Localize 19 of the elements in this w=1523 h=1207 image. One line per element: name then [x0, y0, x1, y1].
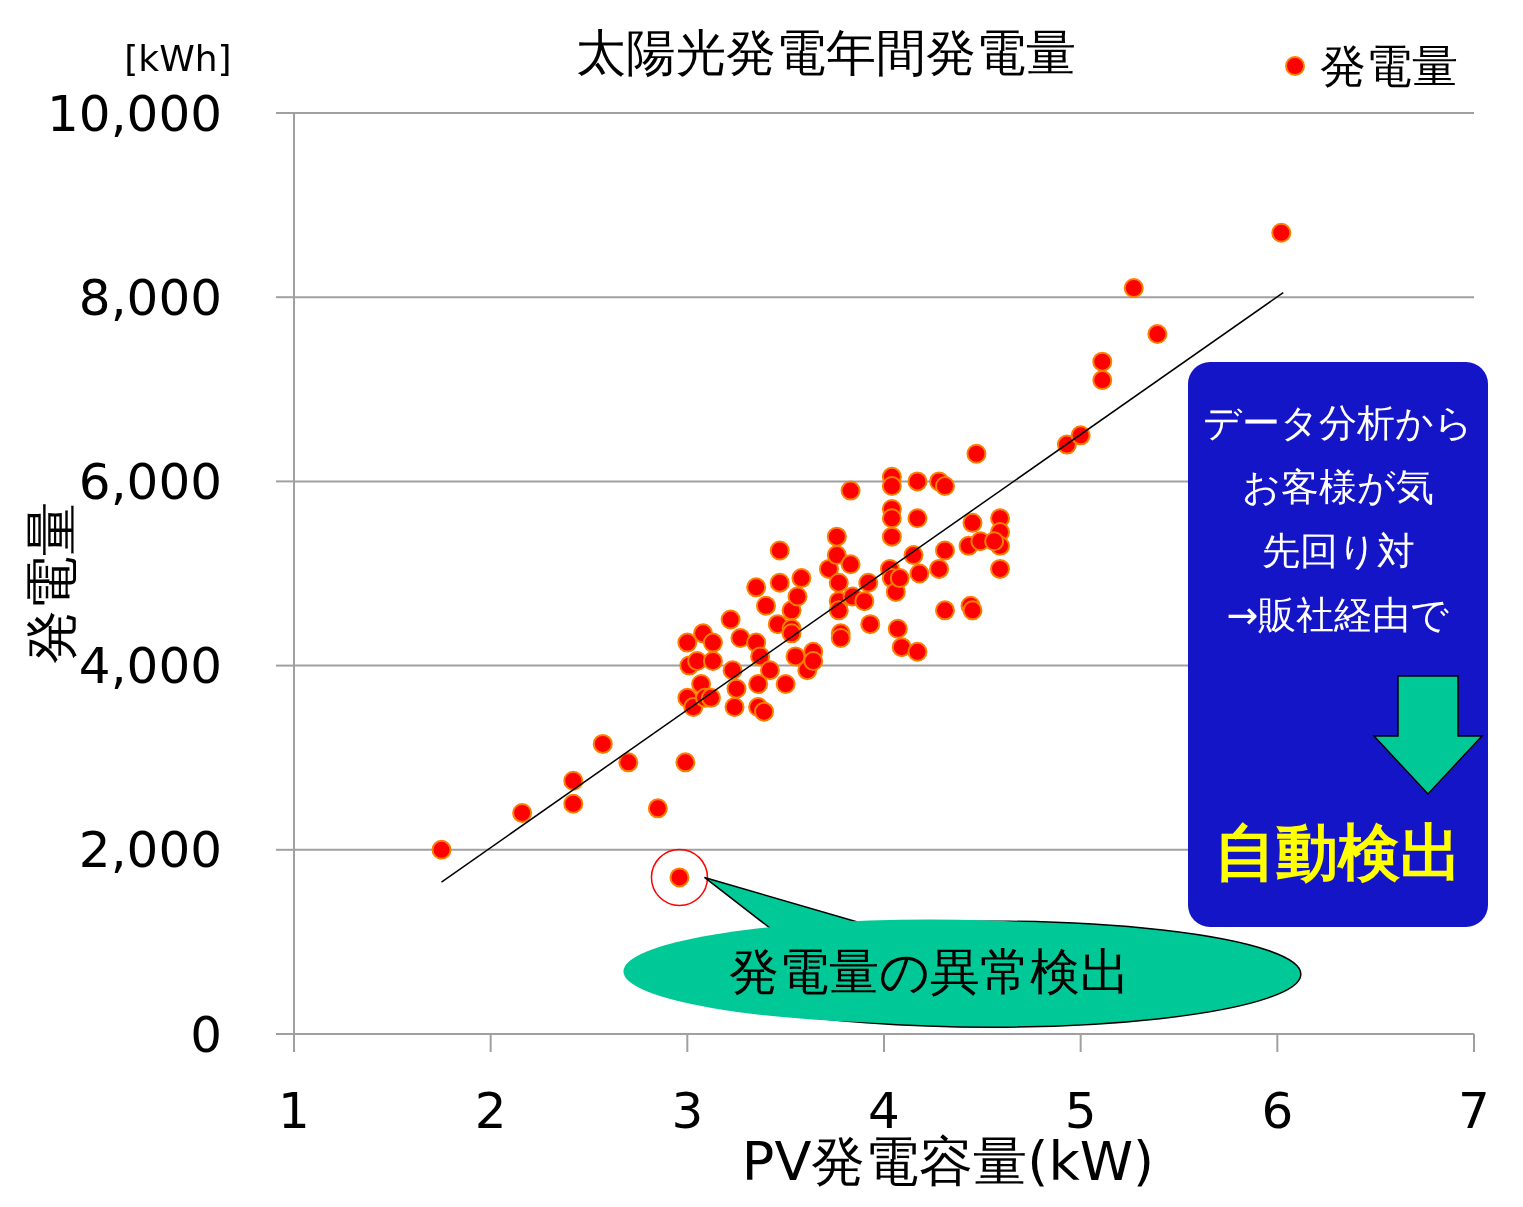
annotation: お客様が気: [1242, 465, 1434, 509]
y-tick-label: 2,000: [78, 821, 222, 880]
y-tick-label: 10,000: [47, 84, 222, 143]
y-tick-label: 8,000: [78, 268, 222, 327]
x-tick-label: 3: [671, 1082, 704, 1140]
annotation: →販社経由で: [1226, 593, 1450, 637]
x-tick-label: 5: [1064, 1082, 1097, 1140]
legend-label: 発電量: [1320, 39, 1458, 94]
annotation: 先回り対: [1261, 529, 1415, 573]
x-tick-label: 6: [1261, 1082, 1294, 1140]
x-tick-label: 1: [278, 1082, 310, 1140]
x-tick-label: 7: [1458, 1082, 1490, 1140]
x-tick-label: 2: [474, 1082, 507, 1140]
annotation: データ分析から: [1203, 401, 1473, 445]
annotation: 発電量の異常検出: [728, 942, 1130, 1001]
y-tick-label: 0: [190, 1005, 222, 1064]
text: [kWh]: [124, 38, 232, 79]
chart-title: 太陽光発電年間発電量: [576, 24, 1076, 82]
annotation: 自動検出: [1214, 816, 1462, 889]
